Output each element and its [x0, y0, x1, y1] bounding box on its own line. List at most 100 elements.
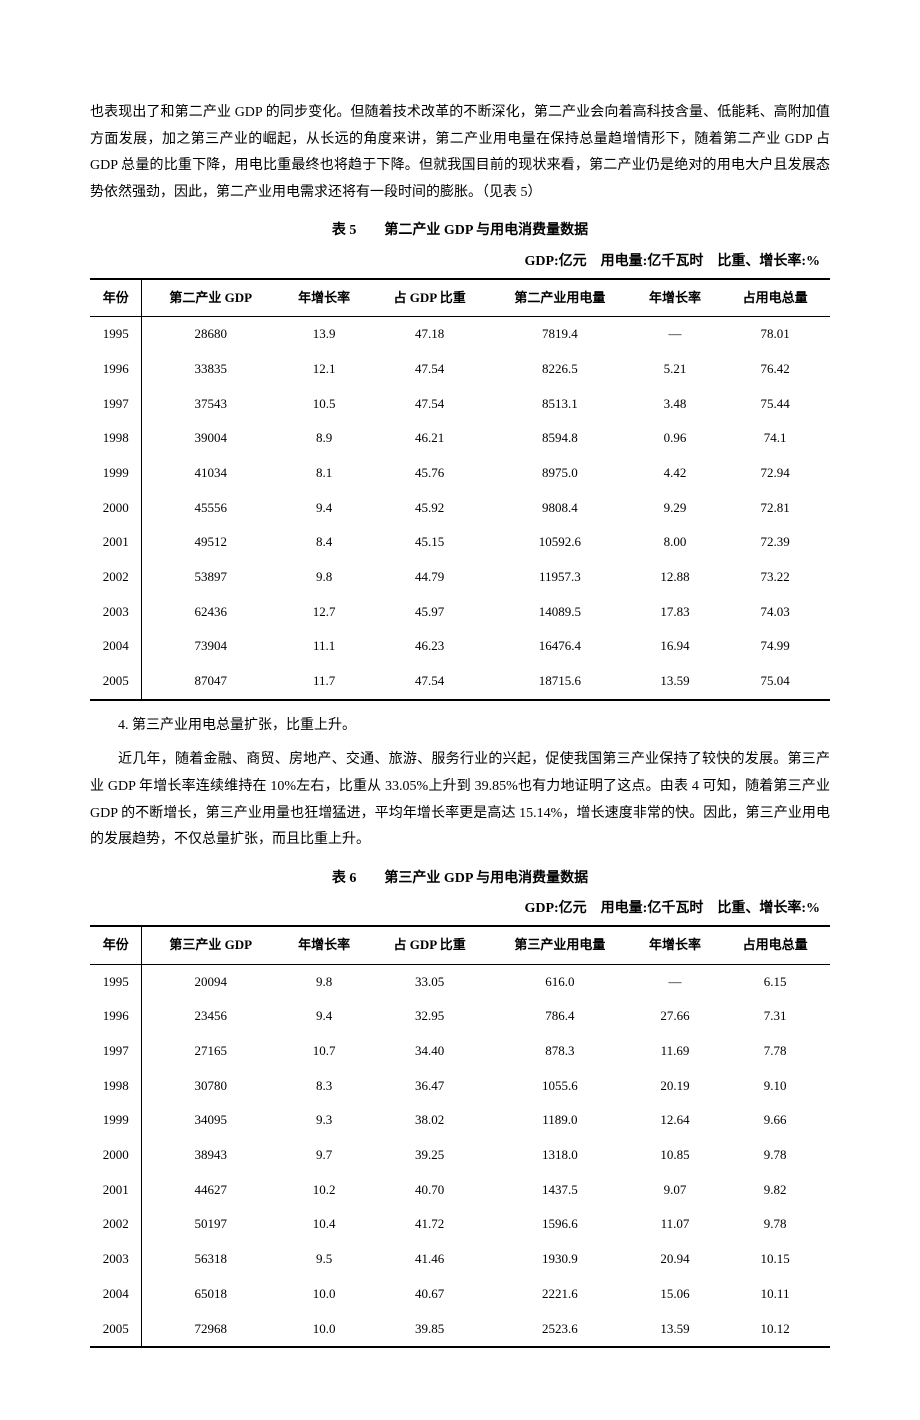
table-cell: 2005	[90, 1312, 142, 1348]
table-cell: 40.67	[369, 1277, 490, 1312]
table-cell: 15.06	[630, 1277, 720, 1312]
table-cell: 1055.6	[490, 1069, 630, 1104]
table-cell: 9.66	[720, 1103, 830, 1138]
table-row: 2001495128.445.1510592.68.0072.39	[90, 525, 830, 560]
table-cell: 44.79	[369, 560, 490, 595]
para2-paragraph: 近几年，随着金融、商贸、房地产、交通、旅游、服务行业的兴起，促使我国第三产业保持…	[90, 747, 830, 853]
table6: 年份 第三产业 GDP 年增长率 占 GDP 比重 第三产业用电量 年增长率 占…	[90, 925, 830, 1348]
table-cell: 72.94	[720, 456, 830, 491]
table-cell: 34095	[142, 1103, 279, 1138]
table-cell: 9.4	[279, 999, 369, 1034]
table-cell: 2001	[90, 1173, 142, 1208]
table5-header-cell: 第二产业用电量	[490, 279, 630, 317]
table-cell: 8594.8	[490, 421, 630, 456]
table6-header-cell: 年增长率	[630, 926, 720, 964]
table-cell: 9.82	[720, 1173, 830, 1208]
table-cell: 9.3	[279, 1103, 369, 1138]
table-cell: 1996	[90, 999, 142, 1034]
table-cell: 11957.3	[490, 560, 630, 595]
table-cell: 36.47	[369, 1069, 490, 1104]
table-cell: 10.5	[279, 387, 369, 422]
table-cell: 20.94	[630, 1242, 720, 1277]
table-cell: 8.9	[279, 421, 369, 456]
table-cell: 75.44	[720, 387, 830, 422]
table-cell: 9.10	[720, 1069, 830, 1104]
table-cell: 2523.6	[490, 1312, 630, 1348]
table-cell: 10.0	[279, 1277, 369, 1312]
table-cell: 28680	[142, 317, 279, 352]
table-cell: 27.66	[630, 999, 720, 1034]
table5-header-cell: 年增长率	[630, 279, 720, 317]
table-cell: 3.48	[630, 387, 720, 422]
table-cell: 2000	[90, 1138, 142, 1173]
table-cell: 39.85	[369, 1312, 490, 1348]
table-cell: 12.64	[630, 1103, 720, 1138]
table6-header-cell: 第三产业用电量	[490, 926, 630, 964]
table-cell: 2005	[90, 664, 142, 700]
table-cell: 8.00	[630, 525, 720, 560]
intro-paragraph: 也表现出了和第二产业 GDP 的同步变化。但随着技术改革的不断深化，第二产业会向…	[90, 100, 830, 206]
table-cell: 47.18	[369, 317, 490, 352]
table-cell: 2004	[90, 629, 142, 664]
table-cell: 8975.0	[490, 456, 630, 491]
table-cell: 2221.6	[490, 1277, 630, 1312]
table-cell: 38.02	[369, 1103, 490, 1138]
table-cell: 1998	[90, 1069, 142, 1104]
table-row: 19972716510.734.40878.311.697.78	[90, 1034, 830, 1069]
table-cell: 37543	[142, 387, 279, 422]
table-cell: 27165	[142, 1034, 279, 1069]
table-row: 19963383512.147.548226.55.2176.42	[90, 352, 830, 387]
table-cell: 56318	[142, 1242, 279, 1277]
table6-units: GDP:亿元 用电量:亿千瓦时 比重、增长率:%	[90, 896, 830, 923]
table-cell: 786.4	[490, 999, 630, 1034]
table-cell: 878.3	[490, 1034, 630, 1069]
table-cell: 9.07	[630, 1173, 720, 1208]
table-cell: 50197	[142, 1207, 279, 1242]
table-cell: 39.25	[369, 1138, 490, 1173]
table-row: 1999340959.338.021189.012.649.66	[90, 1103, 830, 1138]
table-cell: 47.54	[369, 352, 490, 387]
table-cell: 53897	[142, 560, 279, 595]
table-cell: 76.42	[720, 352, 830, 387]
table-row: 2003563189.541.461930.920.9410.15	[90, 1242, 830, 1277]
table-cell: 9.29	[630, 491, 720, 526]
table6-header-row: 年份 第三产业 GDP 年增长率 占 GDP 比重 第三产业用电量 年增长率 占…	[90, 926, 830, 964]
table-cell: 87047	[142, 664, 279, 700]
table-cell: —	[630, 964, 720, 999]
table-cell: 2004	[90, 1277, 142, 1312]
table-cell: 10.4	[279, 1207, 369, 1242]
table-cell: 10.12	[720, 1312, 830, 1348]
table-cell: 11.7	[279, 664, 369, 700]
table-cell: 74.03	[720, 595, 830, 630]
table-cell: 1437.5	[490, 1173, 630, 1208]
table-cell: 16.94	[630, 629, 720, 664]
table-cell: 33.05	[369, 964, 490, 999]
table-cell: 38943	[142, 1138, 279, 1173]
table-row: 20057296810.039.852523.613.5910.12	[90, 1312, 830, 1348]
table-cell: 12.1	[279, 352, 369, 387]
table-cell: 1995	[90, 964, 142, 999]
table-cell: 8.3	[279, 1069, 369, 1104]
table-cell: 40.70	[369, 1173, 490, 1208]
table-cell: 45.76	[369, 456, 490, 491]
table-cell: 12.7	[279, 595, 369, 630]
table-cell: 8226.5	[490, 352, 630, 387]
table5-header-cell: 年份	[90, 279, 142, 317]
table-cell: 1999	[90, 1103, 142, 1138]
table-cell: 41.46	[369, 1242, 490, 1277]
table-cell: 10.0	[279, 1312, 369, 1348]
table-row: 19973754310.547.548513.13.4875.44	[90, 387, 830, 422]
table-cell: 8.1	[279, 456, 369, 491]
table-cell: 65018	[142, 1277, 279, 1312]
table-cell: 9.8	[279, 964, 369, 999]
table-cell: 1996	[90, 352, 142, 387]
table-cell: 16476.4	[490, 629, 630, 664]
table-cell: —	[630, 317, 720, 352]
table-cell: 1596.6	[490, 1207, 630, 1242]
table-cell: 10.11	[720, 1277, 830, 1312]
table-row: 20046501810.040.672221.615.0610.11	[90, 1277, 830, 1312]
table-cell: 73904	[142, 629, 279, 664]
table-cell: 1999	[90, 456, 142, 491]
table-cell: 8.4	[279, 525, 369, 560]
table-cell: 72968	[142, 1312, 279, 1348]
